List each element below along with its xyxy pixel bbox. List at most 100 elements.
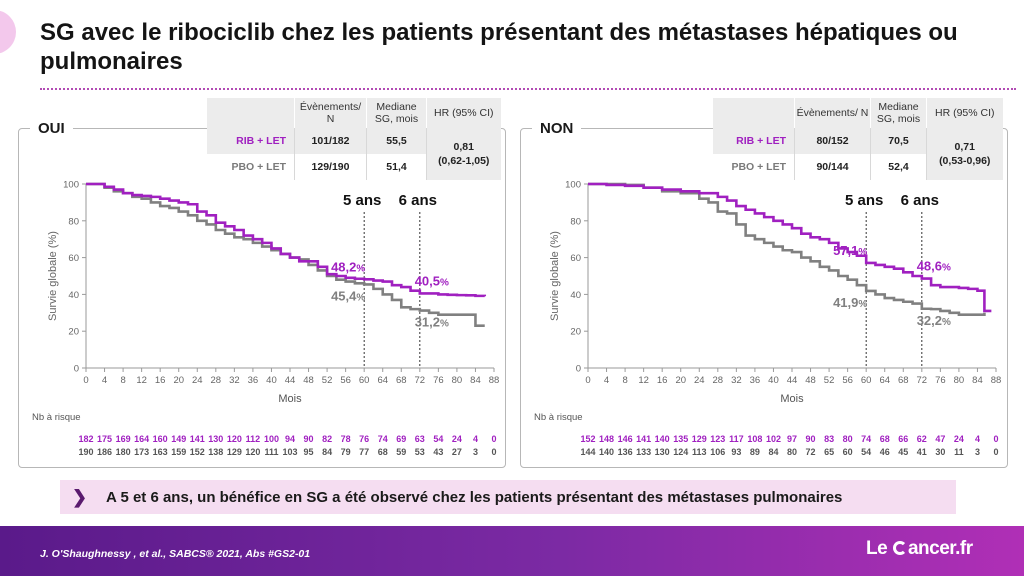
x-tick-label: 56	[842, 375, 853, 386]
risk-count: 27	[452, 447, 462, 457]
risk-count: 84	[322, 447, 332, 457]
panel-oui: OUI Évènements/ N Mediane SG, mois HR (9…	[10, 96, 510, 476]
data-label-value: 57,1	[833, 243, 858, 258]
data-label-value: 45,4	[331, 288, 357, 303]
risk-count: 152	[190, 447, 205, 457]
risk-count: 159	[171, 447, 186, 457]
x-tick-label: 68	[898, 375, 909, 386]
x-tick-label: 64	[879, 375, 890, 386]
risk-count: 24	[954, 434, 964, 444]
risk-count: 169	[116, 434, 131, 444]
slide-title: SG avec le ribociclib chez les patients …	[40, 19, 958, 75]
risk-count: 123	[710, 434, 725, 444]
risk-count: 72	[806, 447, 816, 457]
data-label-unit: %	[356, 263, 365, 274]
risk-count: 148	[599, 434, 614, 444]
x-tick-label: 16	[657, 375, 668, 386]
x-axis-label: Mois	[780, 393, 804, 405]
median-rib: 70,5	[870, 128, 927, 154]
risk-count: 152	[580, 434, 595, 444]
risk-count: 78	[341, 434, 351, 444]
data-label: 48,2%	[331, 259, 365, 274]
header-hr: HR (95% CI)	[926, 98, 1003, 128]
survival-curve-rib	[86, 182, 487, 298]
data-label: 45,4%	[331, 288, 365, 303]
data-label: 57,1%	[833, 243, 867, 258]
risk-count: 69	[396, 434, 406, 444]
x-tick-label: 60	[359, 375, 370, 386]
x-tick-label: 12	[136, 375, 147, 386]
risk-count: 0	[993, 447, 998, 457]
risk-count: 11	[954, 447, 964, 457]
risk-count: 103	[282, 447, 297, 457]
header-hr: HR (95% CI)	[426, 98, 501, 128]
risk-count: 93	[731, 447, 741, 457]
median-pbo: 52,4	[870, 154, 927, 180]
risk-count: 30	[935, 447, 945, 457]
milestone-label: 5 ans	[845, 192, 883, 209]
x-axis-label: Mois	[278, 393, 302, 405]
arm-pbo: PBO + LET	[712, 154, 795, 180]
risk-count: 60	[843, 447, 853, 457]
events-pbo: 90/144	[794, 154, 871, 180]
y-tick-label: 20	[570, 327, 581, 338]
x-tick-label: 36	[248, 375, 259, 386]
risk-count: 117	[729, 434, 744, 444]
risk-count: 120	[245, 447, 260, 457]
x-tick-label: 40	[768, 375, 779, 386]
risk-count: 133	[636, 447, 651, 457]
risk-count: 66	[898, 434, 908, 444]
risk-count: 53	[415, 447, 425, 457]
arm-rib: RIB + LET	[712, 128, 795, 154]
risk-count: 4	[975, 434, 980, 444]
data-label: 48,6%	[917, 259, 951, 274]
hr-ci: (0,62-1,05)	[438, 155, 490, 167]
risk-count: 63	[415, 434, 425, 444]
x-tick-label: 20	[173, 375, 184, 386]
risk-count: 43	[433, 447, 443, 457]
x-tick-label: 88	[991, 375, 1002, 386]
risk-count: 62	[917, 434, 927, 444]
risk-count: 76	[359, 434, 369, 444]
milestone-label: 6 ans	[399, 192, 437, 209]
data-label-value: 31,2	[415, 315, 440, 330]
data-label-value: 48,6	[917, 259, 942, 274]
risk-count: 68	[880, 434, 890, 444]
risk-count: 24	[452, 434, 462, 444]
citation: J. O'Shaughnessy , et al., SABCS® 2021, …	[40, 548, 311, 560]
x-tick-label: 56	[340, 375, 351, 386]
data-label-value: 48,2	[331, 259, 356, 274]
risk-count: 68	[378, 447, 388, 457]
risk-count: 100	[264, 434, 279, 444]
data-label-unit: %	[356, 292, 365, 303]
x-tick-label: 0	[585, 375, 590, 386]
risk-count: 45	[898, 447, 908, 457]
median-pbo: 51,4	[366, 154, 427, 180]
risk-count: 83	[824, 434, 834, 444]
survival-curve-pbo	[588, 182, 986, 316]
risk-count: 59	[396, 447, 406, 457]
risk-count: 111	[264, 447, 278, 457]
risk-count: 160	[153, 434, 168, 444]
risk-count: 149	[171, 434, 186, 444]
header-events: Évènements/ N	[294, 98, 367, 128]
median-rib: 55,5	[366, 128, 427, 154]
x-tick-label: 40	[266, 375, 277, 386]
x-tick-label: 76	[935, 375, 946, 386]
risk-count: 138	[208, 447, 223, 457]
risk-count: 54	[861, 447, 871, 457]
y-axis-label: Survie globale (%)	[47, 231, 59, 321]
data-label-value: 41,9	[833, 295, 858, 310]
lecancer-logo: Le ancer.fr	[866, 538, 973, 560]
data-label-unit: %	[942, 317, 951, 328]
y-tick-label: 80	[68, 216, 79, 227]
risk-count: 90	[806, 434, 816, 444]
hr-table: Évènements/ N Mediane SG, mois HR (95% C…	[206, 98, 501, 180]
y-tick-label: 60	[68, 253, 79, 264]
x-tick-label: 84	[470, 375, 481, 386]
risk-count: 77	[359, 447, 369, 457]
risk-count: 46	[880, 447, 890, 457]
risk-count: 130	[208, 434, 223, 444]
